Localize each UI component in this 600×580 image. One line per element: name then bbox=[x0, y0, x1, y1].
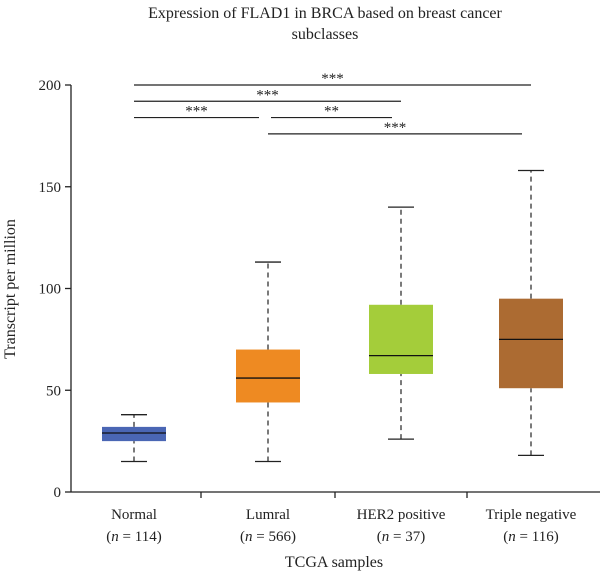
significance-label: ** bbox=[324, 104, 339, 120]
significance-label: *** bbox=[185, 104, 208, 120]
y-tick-label: 0 bbox=[54, 485, 62, 501]
x-category-label: Normal bbox=[111, 507, 157, 523]
y-tick-label: 50 bbox=[46, 383, 61, 399]
x-axis-label: TCGA samples bbox=[285, 554, 383, 571]
significance-bracket: *** bbox=[268, 120, 522, 136]
y-axis-label: Transcript per million bbox=[2, 219, 19, 359]
y-tick-label: 100 bbox=[39, 282, 62, 298]
chart-title-line2: subclasses bbox=[292, 26, 359, 43]
y-tick-label: 200 bbox=[39, 78, 62, 94]
significance-label: *** bbox=[321, 71, 344, 87]
significance-bracket: *** bbox=[134, 104, 259, 120]
box-group-triple-negative: Triple negative (n = 116) bbox=[486, 170, 577, 545]
box-group-lumral: Lumral (n = 566) bbox=[236, 262, 300, 545]
y-tick-label: 150 bbox=[39, 180, 62, 196]
box-group-her2-positive: HER2 positive (n = 37) bbox=[357, 207, 446, 545]
x-sample-size-label: (n = 116) bbox=[503, 529, 558, 545]
x-category-label: Lumral bbox=[246, 507, 290, 523]
x-category-label: HER2 positive bbox=[357, 507, 446, 523]
box-iqr bbox=[369, 305, 433, 374]
significance-bracket: ** bbox=[271, 104, 392, 120]
box-group-normal: Normal (n = 114) bbox=[102, 415, 166, 545]
box-iqr bbox=[102, 427, 166, 441]
significance-label: *** bbox=[384, 120, 407, 136]
x-sample-size-label: (n = 37) bbox=[377, 529, 425, 545]
x-sample-size-label: (n = 566) bbox=[240, 529, 296, 545]
box-iqr bbox=[236, 350, 300, 403]
x-sample-size-label: (n = 114) bbox=[106, 529, 161, 545]
plot-area: 0 50 100 150 200 Normal (n = 114) Lumral (n = 56… bbox=[39, 71, 600, 545]
chart-title-line1: Expression of FLAD1 in BRCA based on bre… bbox=[148, 5, 502, 22]
x-category-label: Triple negative bbox=[486, 507, 577, 523]
box-iqr bbox=[499, 299, 563, 389]
significance-bracket: *** bbox=[134, 71, 531, 87]
significance-bracket: *** bbox=[134, 87, 401, 103]
significance-label: *** bbox=[256, 87, 279, 103]
